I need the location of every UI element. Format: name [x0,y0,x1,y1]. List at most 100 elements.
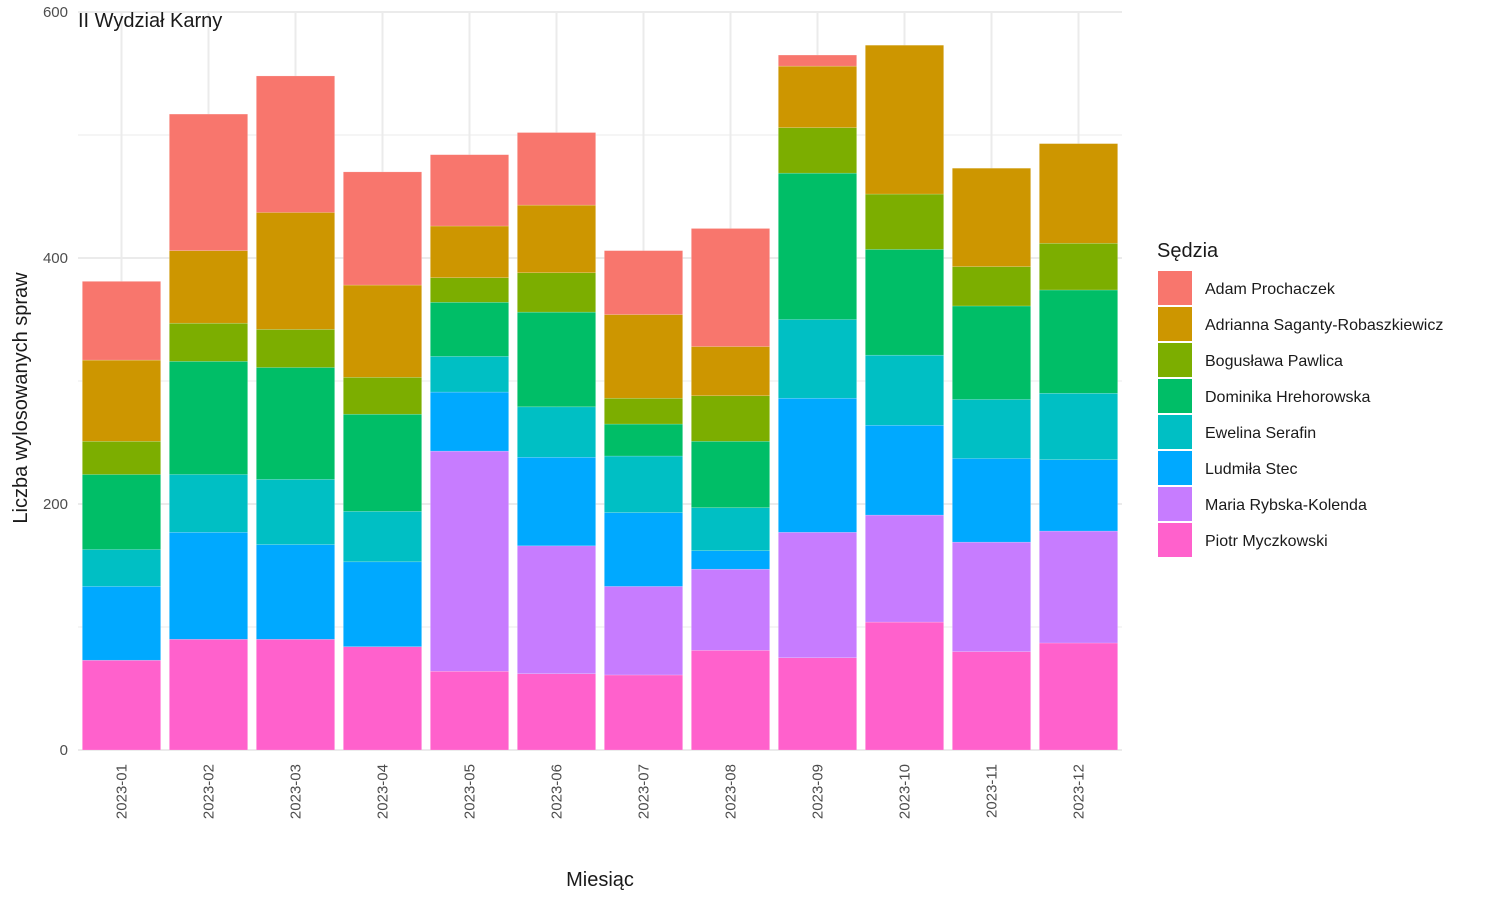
bar-segment [1039,289,1118,394]
y-axis-ticks: 0 200 400 600 [43,4,68,759]
x-tick-label: 2023-04 [375,764,392,819]
legend-label: Ludmiła Stec [1205,461,1298,478]
bar-segment [1039,143,1118,244]
x-tick-label: 2023-08 [723,764,740,819]
y-tick-label: 400 [43,250,68,267]
bar-segment [517,272,596,313]
chart-title: II Wydział Karny [78,10,222,32]
bar-segment [517,132,596,206]
bar-segment [952,458,1031,543]
bar-segment [778,657,857,751]
bar-segment [952,167,1031,267]
bar-segment [343,646,422,751]
bar-segment [691,228,770,347]
bar-segment [1039,393,1118,460]
bar-segment [430,671,509,751]
legend-swatch [1158,271,1192,305]
x-tick-label: 2023-10 [897,764,914,819]
legend-label: Dominika Hrehorowska [1205,389,1370,406]
x-tick-label: 2023-06 [549,764,566,819]
y-tick-label: 600 [43,4,68,21]
bar-segment [343,171,422,286]
bar-segment [517,673,596,751]
bar-segment [691,395,770,442]
bar-segment [865,193,944,250]
x-axis-title: Miesiąc [566,869,634,891]
legend-label: Ewelina Serafin [1205,425,1316,442]
bar-segment [430,225,509,278]
legend-swatch [1158,343,1192,377]
bar-segment [1039,242,1118,291]
bar-segment [865,249,944,356]
legend-swatch [1158,307,1192,341]
bar-segment [343,413,422,512]
bar-segment [343,284,422,378]
bar-segment [430,450,509,672]
bar-segment [169,474,248,533]
x-tick-label: 2023-11 [984,764,1001,818]
bar-segment [778,65,857,128]
bar-segment [343,511,422,563]
bar-segment [778,532,857,658]
x-tick-label: 2023-03 [288,764,305,819]
bar-segment [517,406,596,458]
bar-segment [82,474,161,550]
bar-segment [952,305,1031,400]
bar-segment [691,507,770,551]
bar-segment [256,479,335,545]
legend-label: Piotr Myczkowski [1205,533,1328,550]
bar-segment [82,359,161,442]
legend-swatch [1158,523,1192,557]
bar-segment [691,550,770,570]
x-tick-label: 2023-05 [462,764,479,819]
bar-segment [1039,459,1118,532]
x-tick-label: 2023-07 [636,764,653,819]
bar-segment [952,651,1031,751]
bar-segment [343,377,422,415]
bar-segment [691,441,770,508]
bar-segment [604,586,683,676]
bar-segment [430,154,509,227]
legend-label: Bogusława Pawlica [1205,353,1343,370]
legend-swatch [1158,487,1192,521]
bar-segment [169,322,248,362]
legend-title: Sędzia [1157,240,1219,262]
bar-segment [82,586,161,661]
bar-segment [517,457,596,547]
legend-label: Maria Rybska-Kolenda [1205,497,1367,514]
bar-segment [604,397,683,425]
bar-segment [778,319,857,399]
bar-segment [256,212,335,330]
bar-segment [604,455,683,513]
x-tick-label: 2023-01 [114,764,131,819]
bar-segment [865,621,944,751]
y-tick-label: 0 [60,742,68,759]
legend-swatch [1158,415,1192,449]
bar-segment [778,54,857,67]
bar-segment [430,277,509,303]
bar-segment [865,425,944,516]
bar-segment [604,512,683,587]
bar-segment [691,568,770,651]
bars [82,44,1118,751]
bar-segment [865,44,944,195]
bar-segment [169,532,248,640]
bar-segment [952,541,1031,652]
bar-segment [256,329,335,368]
bar-segment [343,561,422,647]
bar-segment [430,356,509,393]
bar-segment [517,204,596,274]
bar-segment [604,674,683,751]
legend: Sędzia Adam Prochaczek Adrianna Saganty-R… [1157,240,1443,557]
bar-segment [952,399,1031,459]
bar-segment [778,127,857,174]
legend-swatch [1158,379,1192,413]
y-axis-title: Liczba wylosowanych spraw [10,272,32,524]
bar-segment [169,113,248,251]
bar-segment [778,172,857,320]
y-tick-label: 200 [43,496,68,513]
bar-segment [82,281,161,361]
bar-segment [256,544,335,640]
bar-segment [430,302,509,357]
